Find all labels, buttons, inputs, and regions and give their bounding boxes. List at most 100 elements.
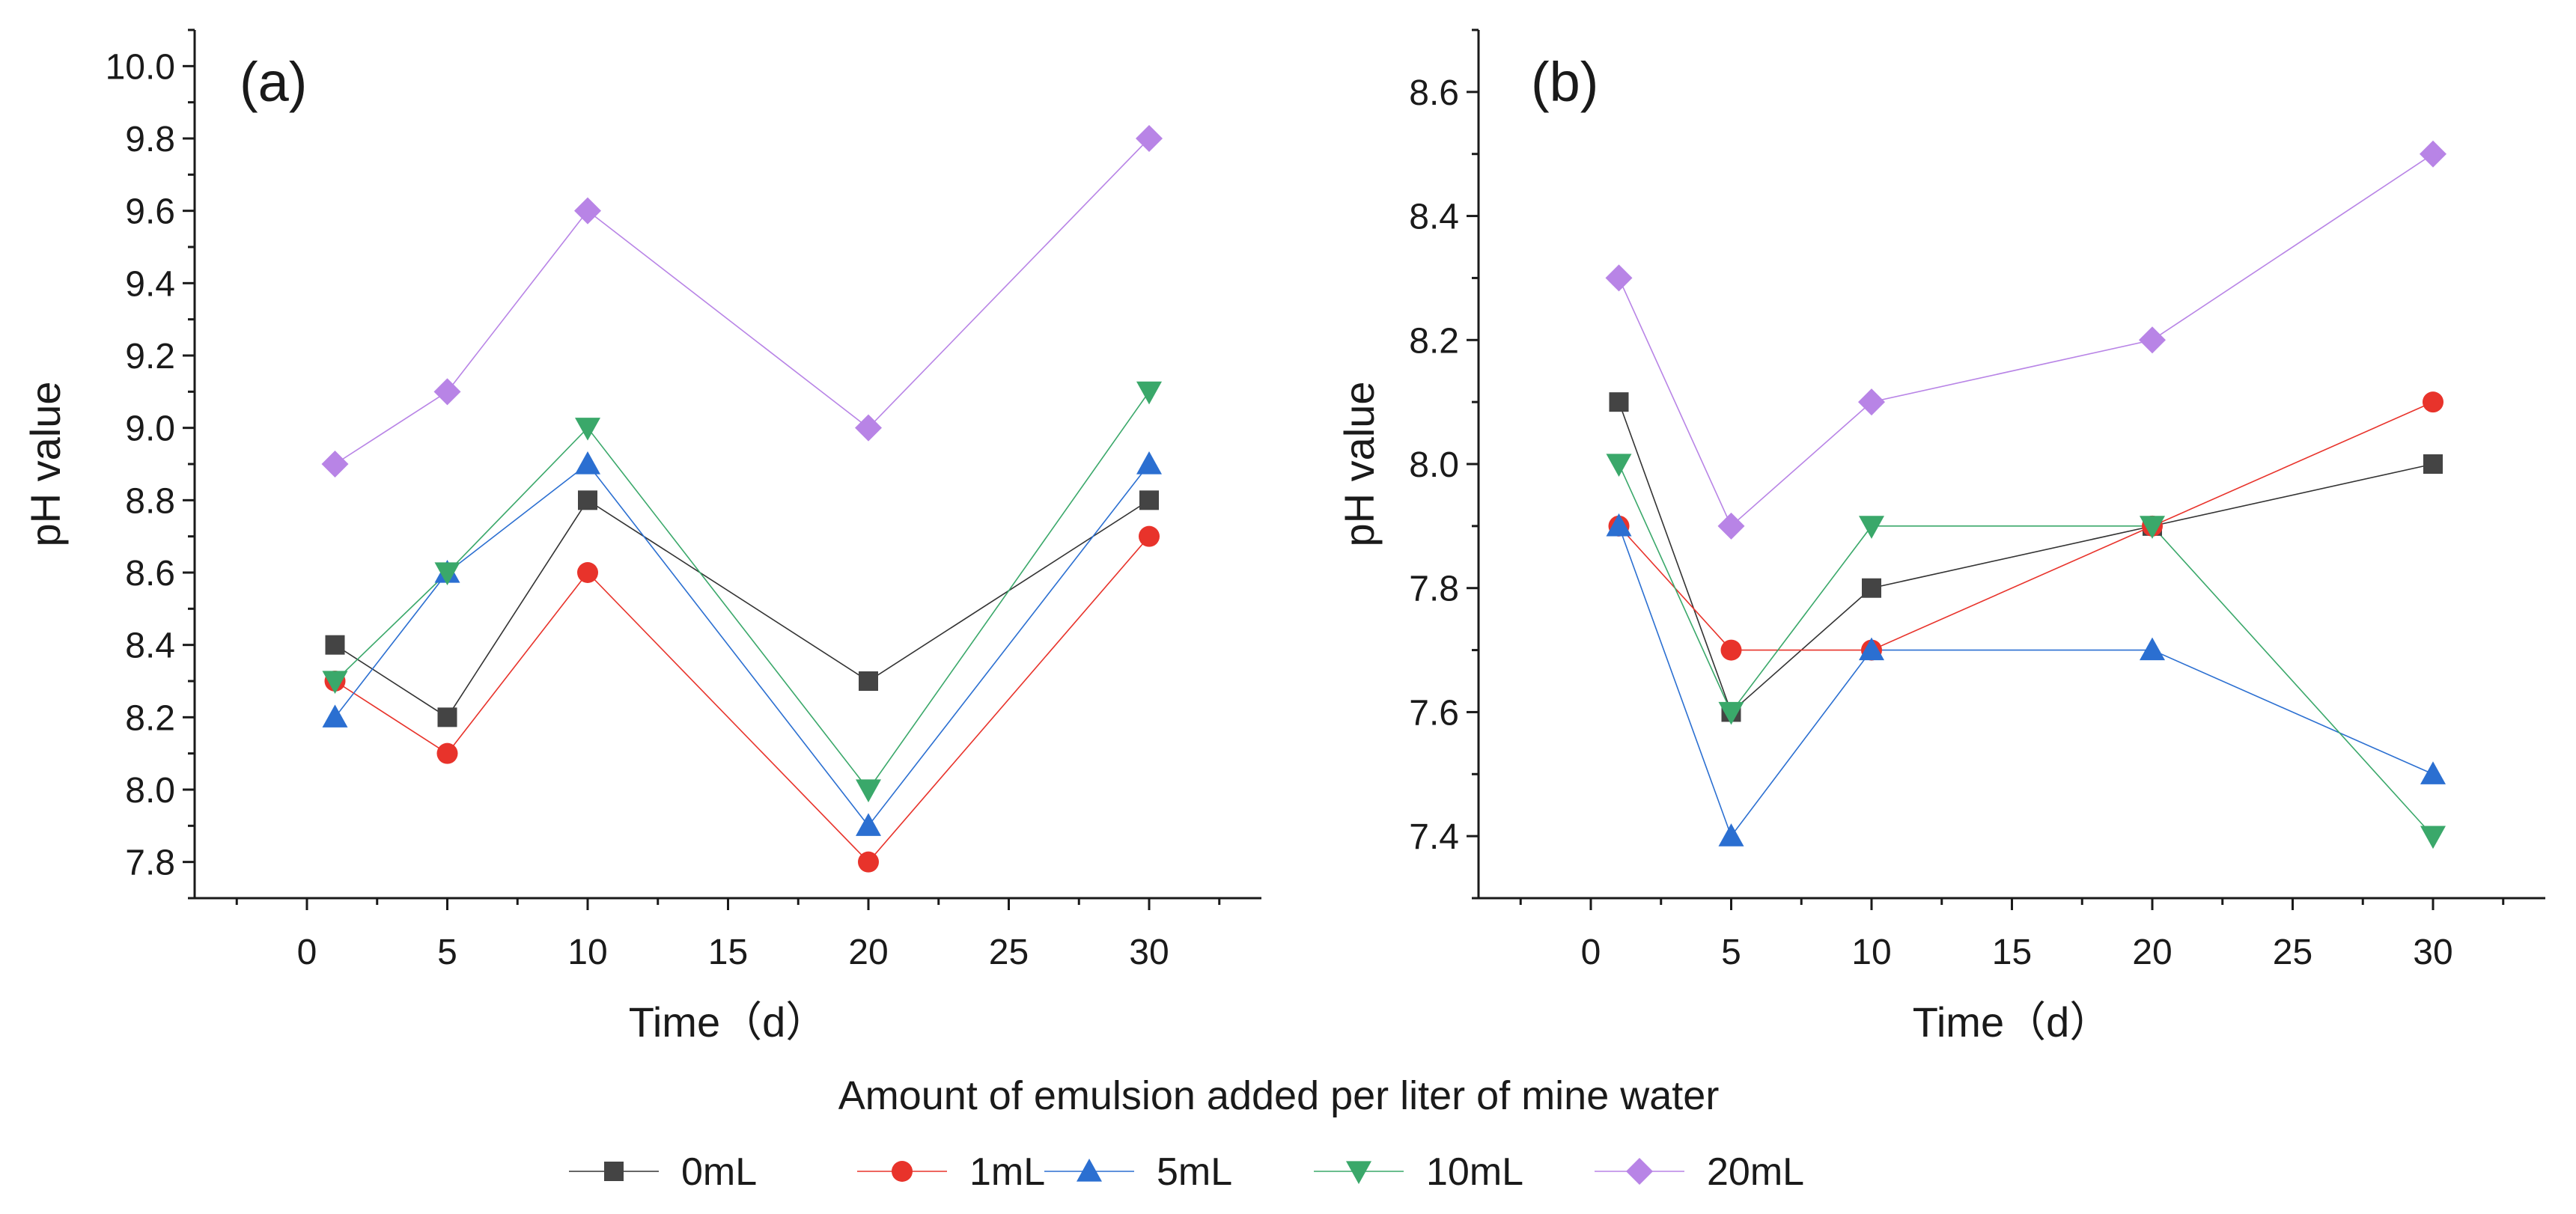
series-line-10mL [334, 391, 1150, 791]
x-tick-label: 15 [708, 933, 748, 972]
data-point-10mL [1859, 516, 1884, 539]
data-point-5mL [322, 704, 348, 728]
x-tick-label: 15 [1992, 933, 2032, 972]
y-tick-label: 9.4 [125, 264, 175, 304]
y-tick-label: 9.6 [125, 192, 175, 232]
data-point-5mL [1859, 637, 1884, 661]
legend-marker-20mL [1626, 1158, 1653, 1185]
data-point-5mL [2420, 761, 2446, 784]
y-tick-label: 9.8 [125, 120, 175, 159]
data-point-0mL [1862, 578, 1881, 598]
data-point-20mL [574, 197, 601, 225]
x-tick-label: 10 [1851, 933, 1891, 972]
data-point-10mL [856, 779, 881, 802]
x-tick-label: 30 [2413, 933, 2452, 972]
data-point-5mL [575, 451, 600, 475]
y-axis-title: pH value [1336, 381, 1383, 546]
data-point-10mL [2420, 826, 2446, 850]
x-tick-label: 5 [1721, 933, 1741, 972]
data-point-10mL [1136, 381, 1162, 405]
data-point-0mL [578, 490, 597, 510]
y-tick-label: 8.4 [125, 626, 175, 666]
data-point-0mL [1139, 490, 1159, 510]
series-line-5mL [1618, 525, 2434, 838]
data-point-1mL [1139, 525, 1160, 547]
data-point-1mL [436, 742, 458, 764]
x-tick-label: 20 [2132, 933, 2172, 972]
legend-label-10mL: 10mL [1426, 1150, 1523, 1194]
x-axis-title: Time（d） [1913, 998, 2112, 1046]
data-point-5mL [1718, 823, 1744, 847]
data-point-0mL [325, 635, 345, 655]
data-point-0mL [859, 671, 878, 691]
data-point-20mL [433, 378, 461, 406]
x-tick-label: 30 [1129, 933, 1169, 972]
y-axis-title: pH value [22, 381, 69, 546]
series-line-20mL [1618, 153, 2434, 528]
series-line-0mL [1618, 401, 2434, 713]
data-point-5mL [856, 813, 881, 836]
legend-marker-0mL [604, 1162, 624, 1181]
panel-label: (b) [1531, 51, 1598, 113]
data-point-10mL [575, 418, 600, 441]
legend: Amount of emulsion added per liter of mi… [569, 1073, 1804, 1194]
legend-title: Amount of emulsion added per liter of mi… [838, 1073, 1720, 1118]
y-tick-label: 8.6 [125, 554, 175, 594]
y-tick-label: 7.8 [125, 844, 175, 883]
panel-label: (a) [240, 51, 307, 113]
x-tick-label: 5 [437, 933, 457, 972]
series-line-0mL [335, 499, 1150, 719]
data-point-20mL [2420, 140, 2446, 168]
data-point-5mL [1606, 513, 1632, 537]
data-point-20mL [1858, 388, 1885, 416]
data-point-1mL [2423, 391, 2443, 413]
legend-label-5mL: 5mL [1157, 1150, 1232, 1194]
y-tick-label: 9.2 [125, 337, 175, 376]
series-line-1mL [335, 536, 1150, 863]
data-point-20mL [1136, 125, 1163, 152]
data-point-1mL [1720, 639, 1742, 661]
data-point-10mL [1718, 701, 1744, 725]
legend-marker-1mL [892, 1161, 913, 1182]
data-point-10mL [322, 671, 348, 694]
legend-marker-10mL [1346, 1161, 1371, 1184]
x-tick-label: 20 [848, 933, 888, 972]
x-tick-label: 25 [989, 933, 1029, 972]
data-point-5mL [2140, 637, 2165, 661]
x-tick-label: 0 [1581, 933, 1601, 972]
data-point-10mL [1606, 454, 1632, 477]
chart-panel-a: 7.8 8.0 8.2 8.4 8.6 8.8 9.0 9.2 9.4 9.6 9.8 10.0 0 5 1… [22, 28, 1261, 1046]
legend-label-1mL: 1mL [969, 1150, 1045, 1194]
data-point-10mL [2140, 516, 2165, 539]
x-axis-title: Time（d） [629, 998, 828, 1046]
data-point-5mL [1136, 451, 1162, 475]
legend-label-0mL: 0mL [681, 1150, 757, 1194]
data-point-0mL [2423, 454, 2443, 474]
data-point-0mL [1609, 392, 1629, 412]
legend-marker-5mL [1077, 1159, 1102, 1182]
data-point-20mL [855, 414, 882, 442]
series-line-20mL [335, 138, 1150, 465]
data-point-1mL [858, 851, 879, 873]
y-tick-label: 10.0 [106, 47, 175, 87]
legend-label-20mL: 20mL [1707, 1150, 1804, 1194]
data-point-0mL [437, 707, 457, 728]
x-tick-label: 10 [567, 933, 607, 972]
data-point-20mL [1717, 512, 1745, 540]
data-point-20mL [1605, 264, 1633, 292]
y-tick-label: 8.2 [1409, 321, 1459, 361]
data-point-20mL [321, 451, 349, 478]
y-tick-label: 8.0 [1409, 445, 1459, 485]
data-point-20mL [2139, 326, 2166, 354]
series-line-5mL [334, 463, 1150, 827]
y-tick-label: 7.4 [1409, 817, 1459, 857]
y-tick-label: 7.8 [1409, 570, 1459, 609]
data-point-10mL [434, 562, 460, 585]
x-tick-label: 0 [297, 933, 317, 972]
y-tick-label: 8.6 [1409, 73, 1459, 113]
y-tick-label: 9.0 [125, 409, 175, 449]
chart-panel-b: 7.4 7.6 7.8 8.0 8.2 8.4 8.6 0 5 10 15 20 25 30 Time（d）… [1336, 28, 2545, 1046]
y-tick-label: 8.8 [125, 481, 175, 521]
x-tick-label: 25 [2273, 933, 2312, 972]
